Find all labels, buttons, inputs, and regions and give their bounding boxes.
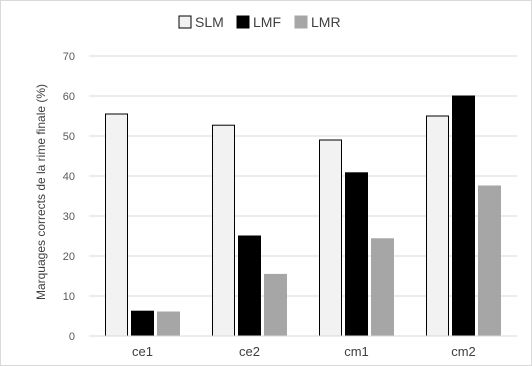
y-axis-ticks: 0 10 20 30 40 50 60 70 (63, 51, 75, 343)
y-tick-label: 60 (63, 91, 75, 103)
y-tick-label: 0 (69, 331, 75, 343)
bar-lmf-ce2 (238, 235, 261, 337)
y-tick-label: 10 (63, 291, 75, 303)
legend: SLM LMF LMR (178, 14, 341, 30)
x-tick-label: ce2 (239, 344, 260, 359)
bar-lmf-ce1 (131, 310, 154, 337)
legend-label-lmr: LMR (311, 14, 341, 30)
x-tick-label: cm1 (344, 344, 369, 359)
bar-lmr-ce2 (264, 273, 287, 337)
bar-lmf-cm2 (452, 95, 475, 337)
x-tick-label: ce1 (132, 344, 153, 359)
bar-slm-ce2 (212, 124, 235, 337)
y-tick-label: 70 (63, 51, 75, 63)
y-tick-label: 30 (63, 211, 75, 223)
bar-slm-cm2 (426, 115, 449, 337)
gridlines (89, 55, 517, 297)
y-tick-label: 20 (63, 251, 75, 263)
bars (105, 95, 501, 337)
bar-slm-ce1 (105, 113, 128, 337)
y-axis-label: Marquages corrects de la rime finale (%) (34, 84, 48, 300)
y-tick-label: 50 (63, 131, 75, 143)
x-tick-label: cm2 (451, 344, 476, 359)
bar-lmr-cm2 (478, 185, 501, 337)
legend-label-lmf: LMF (253, 14, 281, 30)
x-axis: ce1 ce2 cm1 cm2 (89, 335, 517, 359)
legend-swatch-lmf (236, 15, 250, 29)
legend-label-slm: SLM (195, 14, 224, 30)
bar-lmf-cm1 (345, 172, 368, 337)
legend-swatch-slm (178, 15, 192, 29)
y-tick-label: 40 (63, 171, 75, 183)
bar-lmr-ce1 (157, 311, 180, 337)
bar-lmr-cm1 (371, 238, 394, 337)
legend-swatch-lmr (294, 15, 308, 29)
bar-slm-cm1 (319, 139, 342, 337)
